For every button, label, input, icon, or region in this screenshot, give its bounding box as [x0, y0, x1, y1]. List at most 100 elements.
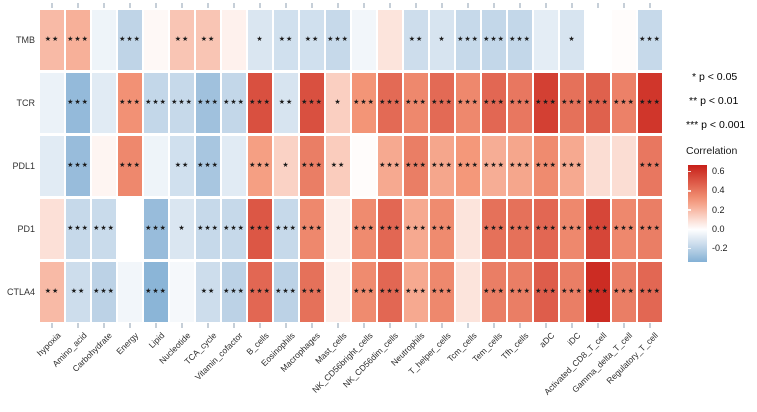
heatmap-cell: ★★★: [534, 73, 558, 133]
heatmap-grid: ★★ ★★★ ★★★ ★★ ★★ ★ ★★ ★★ ★★★ ★★ ★ ★★★ ★★★ ★★★ ★ ★★★ ★★★ ★…: [40, 10, 662, 322]
significance-stars: ★★★: [587, 98, 609, 106]
significance-stars: ★: [178, 224, 186, 232]
colorbar-tick-mark: [688, 209, 691, 211]
significance-stars: ★★★: [535, 161, 557, 169]
axis-tick: [51, 323, 53, 328]
significance-stars: ★★★: [119, 35, 141, 43]
heatmap-cell: ★★★: [196, 73, 220, 133]
heatmap-cell: ★★★: [66, 73, 90, 133]
significance-stars: ★★★: [509, 35, 531, 43]
heatmap-cell: ★★★: [560, 199, 584, 259]
column-label: aDC: [537, 330, 557, 350]
axis-tick: [597, 3, 599, 8]
heatmap-cell: ★★★: [274, 262, 298, 322]
significance-stars: ★★★: [431, 98, 453, 106]
heatmap-cell: [222, 10, 246, 70]
heatmap-cell: ★★★: [638, 199, 662, 259]
axis-tick: [545, 323, 547, 328]
heatmap-cell: ★★★: [144, 199, 168, 259]
axis-tick: [233, 3, 235, 8]
heatmap-cell: ★: [326, 73, 350, 133]
significance-legend-p01: ** p < 0.01: [689, 95, 739, 107]
axis-tick: [467, 323, 469, 328]
axis-tick: [311, 323, 313, 328]
heatmap-cell: ★★: [170, 136, 194, 196]
heatmap-cell: ★★★: [248, 262, 272, 322]
significance-stars: ★★: [200, 35, 216, 43]
heatmap-cell: ★★★: [456, 136, 480, 196]
significance-stars: ★★: [174, 161, 190, 169]
significance-stars: ★: [438, 35, 446, 43]
axis-tick: [623, 3, 625, 8]
column-label: Tfh_cells: [499, 330, 531, 362]
heatmap-cell: ★★★: [404, 136, 428, 196]
significance-stars: ★★: [278, 98, 294, 106]
heatmap-cell: ★★★: [66, 136, 90, 196]
significance-stars: ★★★: [379, 98, 401, 106]
significance-stars: ★★★: [457, 98, 479, 106]
axis-tick: [259, 3, 261, 8]
heatmap-cell: ★★★: [352, 199, 376, 259]
heatmap-cell: ★★★: [248, 136, 272, 196]
significance-stars: ★★★: [405, 224, 427, 232]
heatmap-cell: ★★★: [378, 199, 402, 259]
heatmap-cell: ★★★: [222, 262, 246, 322]
heatmap-cell: ★★★: [638, 10, 662, 70]
heatmap-cell: ★: [274, 136, 298, 196]
heatmap-cell: ★★★: [274, 199, 298, 259]
heatmap-cell: ★: [170, 199, 194, 259]
heatmap-cell: ★★★: [508, 262, 532, 322]
significance-stars: ★★★: [483, 287, 505, 295]
heatmap-cell: ★★★: [352, 73, 376, 133]
heatmap-cell: ★★★: [300, 73, 324, 133]
heatmap-cell: ★★★: [482, 73, 506, 133]
heatmap-cell: ★★★: [638, 73, 662, 133]
row-label: PDL1: [12, 161, 35, 171]
axis-tick: [571, 323, 573, 328]
heatmap-cell: ★: [560, 10, 584, 70]
significance-stars: ★★★: [457, 161, 479, 169]
axis-tick: [441, 3, 443, 8]
significance-stars: ★★: [174, 35, 190, 43]
axis-tick: [389, 323, 391, 328]
heatmap-cell: ★★★: [430, 199, 454, 259]
significance-stars: ★★★: [509, 224, 531, 232]
significance-stars: ★★★: [483, 35, 505, 43]
significance-stars: ★★★: [483, 161, 505, 169]
significance-stars: ★★★: [483, 224, 505, 232]
heatmap-cell: ★★★: [378, 136, 402, 196]
heatmap-cell: ★★★: [534, 136, 558, 196]
heatmap-cell: ★★★: [638, 262, 662, 322]
heatmap-cell: ★★★: [404, 73, 428, 133]
significance-stars: ★★★: [67, 35, 89, 43]
significance-stars: ★★★: [639, 35, 661, 43]
heatmap-cell: ★★★: [456, 10, 480, 70]
significance-stars: ★★★: [171, 98, 193, 106]
heatmap-cell: ★★★: [404, 199, 428, 259]
significance-stars: ★★★: [561, 98, 583, 106]
significance-stars: ★★★: [145, 287, 167, 295]
significance-legend-p05: * p < 0.05: [692, 71, 738, 83]
heatmap-cell: [586, 136, 610, 196]
column-label: Regulatory_T_cell: [604, 330, 661, 386]
heatmap-cell: [456, 199, 480, 259]
significance-stars: ★★★: [119, 98, 141, 106]
heatmap-cell: ★★★: [300, 199, 324, 259]
axis-tick: [207, 3, 209, 8]
significance-stars: ★★★: [223, 287, 245, 295]
significance-stars: ★★★: [379, 287, 401, 295]
significance-stars: ★★★: [119, 161, 141, 169]
heatmap-cell: ★★★: [378, 73, 402, 133]
axis-tick: [77, 323, 79, 328]
axis-tick: [467, 3, 469, 8]
significance-stars: ★★★: [353, 287, 375, 295]
heatmap-cell: ★★★: [560, 73, 584, 133]
heatmap-cell: [40, 199, 64, 259]
significance-stars: ★★: [200, 287, 216, 295]
heatmap-cell: ★★: [196, 262, 220, 322]
significance-stars: ★: [256, 35, 264, 43]
heatmap-cell: ★★★: [612, 262, 636, 322]
heatmap-cell: [92, 10, 116, 70]
heatmap-cell: ★★★: [482, 262, 506, 322]
